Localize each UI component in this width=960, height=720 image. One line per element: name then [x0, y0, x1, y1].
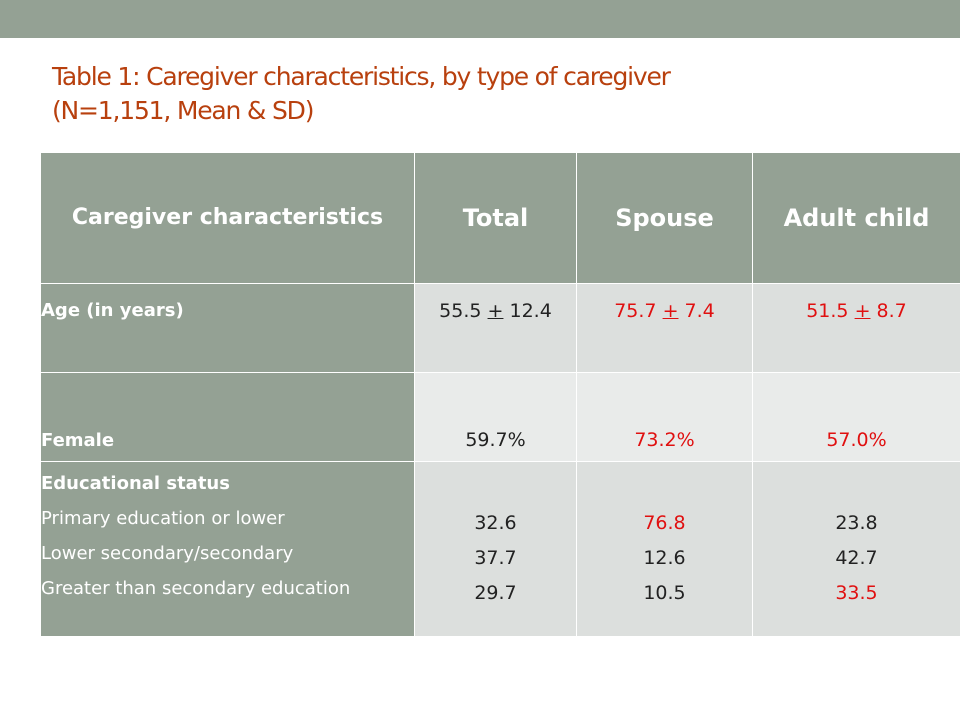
education-spouse-primary: 76.8	[643, 512, 686, 534]
education-category-primary: Primary education or lower	[41, 508, 285, 529]
header-spouse: Spouse	[576, 152, 753, 284]
cell-age-spouse: 75.7 + 7.4	[576, 283, 753, 373]
header-adult-child: Adult child	[752, 152, 960, 284]
title-line-2: (N=1,151, Mean & SD)	[52, 96, 314, 125]
cell-age-total: 55.5 + 12.4	[414, 283, 577, 373]
header-total: Total	[414, 152, 577, 284]
title-line-1: Table 1: Caregiver characteristics, by t…	[52, 62, 671, 91]
age-spouse-pm: +	[662, 300, 679, 322]
education-adult-child-secondary: 42.7	[835, 547, 878, 569]
education-spouse-greater: 10.5	[643, 582, 686, 604]
age-spouse-sd: 7.4	[684, 300, 715, 322]
top-band	[0, 0, 960, 38]
education-category-secondary: Lower secondary/secondary	[41, 543, 294, 564]
education-total-secondary: 37.7	[474, 547, 517, 569]
education-adult-child-greater: 33.5	[835, 582, 878, 604]
age-spouse-mean: 75.7	[614, 300, 657, 322]
table-row-education: Educational status Primary education or …	[40, 461, 960, 637]
cell-female-adult-child: 57.0%	[752, 372, 960, 462]
cell-education-adult-child: 23.8 42.7 33.5	[752, 461, 960, 637]
age-total-sd: 12.4	[509, 300, 552, 322]
cell-age-adult-child: 51.5 + 8.7	[752, 283, 960, 373]
cell-education-spouse: 76.8 12.6 10.5	[576, 461, 753, 637]
cell-education-total: 32.6 37.7 29.7	[414, 461, 577, 637]
education-spouse-secondary: 12.6	[643, 547, 686, 569]
cell-female-spouse: 73.2%	[576, 372, 753, 462]
row-label-age: Age (in years)	[40, 283, 415, 373]
education-adult-child-primary: 23.8	[835, 512, 878, 534]
age-adult-child-mean: 51.5	[806, 300, 849, 322]
row-label-education: Educational status Primary education or …	[40, 461, 415, 637]
row-label-female: Female	[40, 372, 415, 462]
education-category-greater: Greater than secondary education	[41, 578, 351, 599]
education-total-greater: 29.7	[474, 582, 517, 604]
education-heading: Educational status	[41, 473, 230, 494]
education-total-primary: 32.6	[474, 512, 517, 534]
header-characteristics: Caregiver characteristics	[40, 152, 415, 284]
cell-female-total: 59.7%	[414, 372, 577, 462]
header-row: Caregiver characteristics Total Spouse A…	[40, 152, 960, 284]
age-total-pm: +	[487, 300, 504, 322]
slide-title: Table 1: Caregiver characteristics, by t…	[52, 60, 912, 128]
caregiver-table: Caregiver characteristics Total Spouse A…	[40, 152, 960, 637]
age-adult-child-pm: +	[854, 300, 871, 322]
age-total-mean: 55.5	[439, 300, 482, 322]
table-row-age: Age (in years) 55.5 + 12.4 75.7 + 7.4 51…	[40, 283, 960, 373]
table-row-female: Female 59.7% 73.2% 57.0%	[40, 372, 960, 462]
age-adult-child-sd: 8.7	[876, 300, 907, 322]
